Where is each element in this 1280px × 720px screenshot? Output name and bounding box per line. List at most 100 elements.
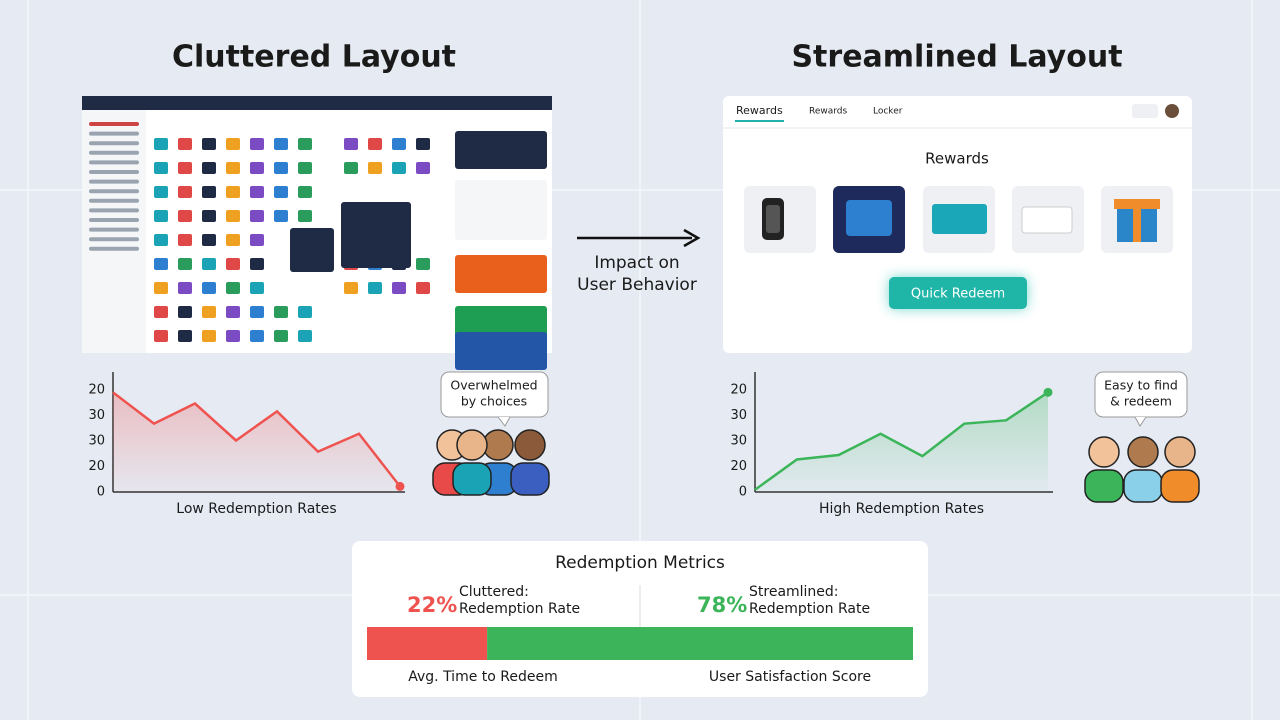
icon-tile bbox=[154, 306, 168, 318]
promo bbox=[290, 228, 334, 272]
icon-tile bbox=[202, 330, 216, 342]
metric-label: Cluttered: bbox=[459, 584, 529, 600]
y-tick-label: 20 bbox=[88, 383, 105, 398]
icon-tile bbox=[154, 210, 168, 222]
icon-tile bbox=[298, 306, 312, 318]
y-tick-label: 0 bbox=[739, 485, 747, 500]
icon-tile bbox=[392, 282, 406, 294]
icon-tile bbox=[392, 138, 406, 150]
icon-tile bbox=[416, 162, 430, 174]
search[interactable] bbox=[1132, 104, 1158, 118]
icon-tile bbox=[154, 162, 168, 174]
icon-tile bbox=[226, 258, 240, 270]
sidebar-item bbox=[89, 131, 139, 136]
icon-tile bbox=[250, 234, 264, 246]
y-tick-label: 20 bbox=[88, 459, 105, 474]
area bbox=[113, 392, 400, 492]
metric-footer: Avg. Time to Redeem bbox=[408, 669, 558, 685]
person-head bbox=[1164, 436, 1196, 468]
icon-tile bbox=[274, 330, 288, 342]
icon-tile bbox=[178, 234, 192, 246]
reward-cards bbox=[744, 186, 1173, 253]
person-body bbox=[1123, 469, 1163, 503]
icon-tile bbox=[416, 138, 430, 150]
icon-tile bbox=[274, 210, 288, 222]
quick-redeem-button[interactable] bbox=[889, 277, 1027, 309]
icon-tile bbox=[250, 282, 264, 294]
banner bbox=[455, 180, 547, 240]
icon-tile bbox=[226, 162, 240, 174]
icon-tile bbox=[202, 258, 216, 270]
icon-tile bbox=[226, 138, 240, 150]
y-tick-label: 20 bbox=[730, 383, 747, 398]
button-label[interactable]: Quick Redeem bbox=[911, 287, 1005, 302]
nav-item[interactable]: Rewards bbox=[809, 107, 848, 117]
metric-value: 22% bbox=[407, 593, 457, 617]
person-head bbox=[514, 429, 546, 461]
icon-tile bbox=[344, 138, 358, 150]
icon-tile bbox=[368, 282, 382, 294]
icon-tile bbox=[154, 330, 168, 342]
nav-item[interactable]: Rewards bbox=[736, 104, 783, 117]
icon-tile bbox=[178, 258, 192, 270]
icon-tile bbox=[274, 162, 288, 174]
icon-tile bbox=[202, 210, 216, 222]
icon-tile bbox=[298, 186, 312, 198]
icon-tile bbox=[202, 162, 216, 174]
y-tick-label: 20 bbox=[730, 459, 747, 474]
sidebar-item bbox=[89, 198, 139, 203]
icon-tile bbox=[274, 306, 288, 318]
icon-tile bbox=[178, 210, 192, 222]
y-tick-label: 0 bbox=[97, 485, 105, 500]
icon-tile bbox=[344, 162, 358, 174]
icon-tile bbox=[344, 282, 358, 294]
icon-tile bbox=[250, 138, 264, 150]
person-body bbox=[1084, 469, 1124, 503]
icon-tile bbox=[416, 282, 430, 294]
icon-tile bbox=[178, 138, 192, 150]
metric-label: Streamlined: bbox=[749, 584, 839, 600]
icon-tile bbox=[154, 138, 168, 150]
metrics-title: Redemption Metrics bbox=[555, 553, 725, 573]
icon-tile bbox=[154, 258, 168, 270]
y-tick-label: 30 bbox=[730, 408, 747, 423]
icon-tile bbox=[298, 210, 312, 222]
cluttered-mockup bbox=[82, 96, 552, 370]
icon-tile bbox=[392, 162, 406, 174]
icon-tile bbox=[250, 330, 264, 342]
metric-label: Redemption Rate bbox=[749, 601, 870, 617]
y-tick-label: 30 bbox=[88, 408, 105, 423]
metric-value: 78% bbox=[697, 593, 747, 617]
bubble-text: by choices bbox=[461, 394, 527, 409]
icon-tile bbox=[154, 234, 168, 246]
icon-tile bbox=[298, 330, 312, 342]
icon-tile bbox=[202, 306, 216, 318]
sidebar-item bbox=[89, 189, 139, 194]
icon-tile bbox=[298, 138, 312, 150]
icon-tile bbox=[250, 210, 264, 222]
metric-footer: User Satisfaction Score bbox=[709, 669, 871, 685]
sidebar-item bbox=[89, 246, 139, 251]
banner bbox=[455, 255, 547, 293]
icon-tile bbox=[226, 234, 240, 246]
avatar[interactable] bbox=[1165, 104, 1179, 118]
left-title: Cluttered Layout bbox=[172, 40, 456, 75]
line bbox=[112, 391, 401, 488]
nav-item[interactable]: Locker bbox=[873, 107, 903, 117]
icon-tile bbox=[178, 282, 192, 294]
icon-tile bbox=[154, 186, 168, 198]
person-head bbox=[456, 429, 488, 461]
chart-caption: High Redemption Rates bbox=[819, 501, 984, 517]
heading: Rewards bbox=[925, 150, 989, 168]
speech-bubble bbox=[1094, 371, 1188, 427]
icon-tile bbox=[202, 186, 216, 198]
end-point bbox=[395, 481, 405, 491]
person-body bbox=[510, 462, 550, 496]
person-body bbox=[1160, 469, 1200, 503]
sidebar-item bbox=[89, 141, 139, 146]
banner bbox=[455, 332, 547, 370]
icon-tile bbox=[178, 306, 192, 318]
icon-tile bbox=[178, 330, 192, 342]
icon-tile bbox=[178, 162, 192, 174]
